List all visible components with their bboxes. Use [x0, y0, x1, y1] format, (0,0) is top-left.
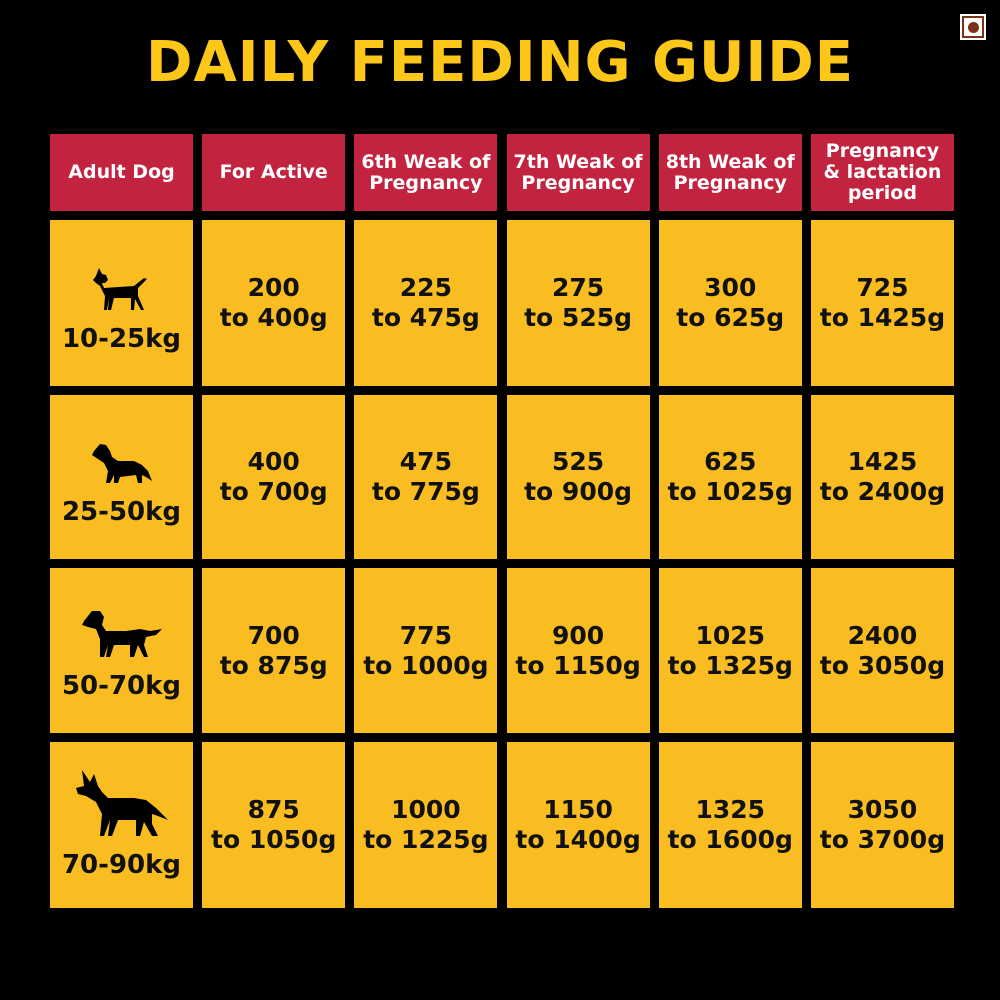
- weight-label: 25-50kg: [61, 497, 182, 527]
- amount-cell: 1325 to 1600g: [658, 742, 802, 908]
- header-7th-week: 7th Weak of Pregnancy: [506, 134, 650, 211]
- header-6th-week: 6th Weak of Pregnancy: [354, 134, 498, 211]
- amount-cell: 700 to 875g: [202, 568, 346, 733]
- amount-cell: 625 to 1025g: [658, 395, 802, 559]
- amount-cell: 300 to 625g: [658, 220, 802, 386]
- amount-cell: 3050 to 3700g: [810, 742, 954, 908]
- weight-cell: 50-70kg: [50, 568, 193, 733]
- amount-cell: 400 to 700g: [202, 395, 346, 559]
- amount-cell: 1000 to 1225g: [354, 742, 498, 908]
- weight-label: 10-25kg: [61, 324, 182, 354]
- collie-dog-icon: [91, 444, 152, 483]
- amount-cell: 775 to 1000g: [354, 568, 498, 733]
- amount-cell: 900 to 1150g: [506, 568, 650, 733]
- shepherd-dog-icon: [75, 770, 168, 836]
- retriever-dog-icon: [81, 611, 162, 657]
- weight-cell: 70-90kg: [50, 742, 193, 908]
- amount-cell: 275 to 525g: [506, 220, 650, 386]
- feeding-table: Adult Dog For Active 6th Weak of Pregnan…: [50, 134, 954, 908]
- page-title: DAILY FEEDING GUIDE: [145, 30, 855, 95]
- amount-cell: 225 to 475g: [354, 220, 498, 386]
- weight-cell: 25-50kg: [50, 395, 193, 559]
- weight-label: 70-90kg: [61, 850, 182, 880]
- amount-cell: 725 to 1425g: [810, 220, 954, 386]
- weight-cell: 10-25kg: [50, 220, 193, 386]
- header-adult-dog: Adult Dog: [50, 134, 193, 211]
- amount-cell: 475 to 775g: [354, 395, 498, 559]
- amount-cell: 875 to 1050g: [202, 742, 346, 908]
- header-for-active: For Active: [202, 134, 346, 211]
- veg-symbol-icon: [958, 12, 988, 42]
- amount-cell: 1150 to 1400g: [506, 742, 650, 908]
- amount-cell: 1025 to 1325g: [658, 568, 802, 733]
- amount-cell: 200 to 400g: [202, 220, 346, 386]
- amount-cell: 1425 to 2400g: [810, 395, 954, 559]
- amount-cell: 2400 to 3050g: [810, 568, 954, 733]
- amount-cell: 525 to 900g: [506, 395, 650, 559]
- weight-label: 50-70kg: [61, 671, 182, 701]
- small-dog-icon: [92, 268, 147, 310]
- header-pregnancy-lactation: Pregnancy & lactation period: [810, 134, 954, 211]
- header-8th-week: 8th Weak of Pregnancy: [658, 134, 802, 211]
